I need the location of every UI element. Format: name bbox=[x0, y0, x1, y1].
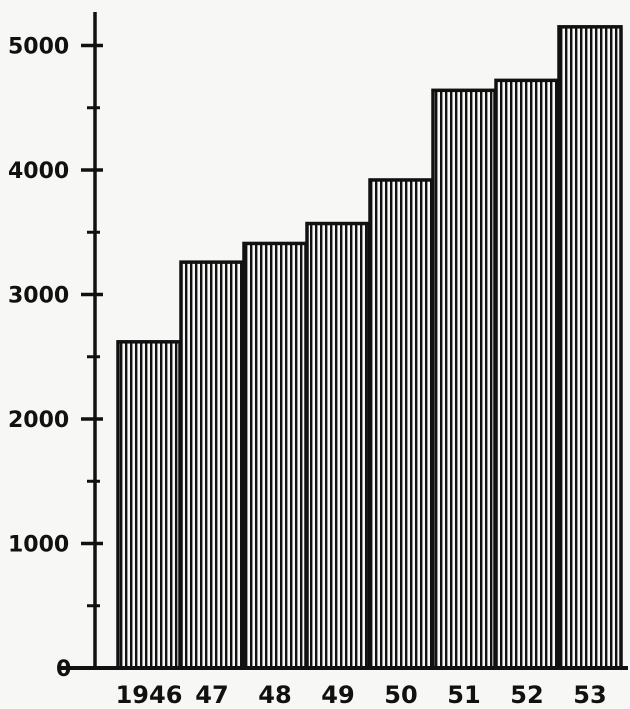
x-tick-label: 49 bbox=[321, 681, 354, 709]
bar-47 bbox=[179, 260, 245, 670]
y-tick-label: 5000 bbox=[8, 35, 69, 60]
axes-group bbox=[60, 12, 628, 670]
x-tick-label: 48 bbox=[258, 681, 291, 709]
y-tick-label: 3000 bbox=[8, 284, 69, 309]
x-tick-label: 53 bbox=[573, 681, 606, 709]
x-labels-group: 1946 47 48 49 50 51 52 53 bbox=[116, 681, 607, 709]
bar-48 bbox=[242, 241, 308, 670]
y-tick-label: 0 bbox=[56, 657, 71, 682]
x-tick-label: 50 bbox=[384, 681, 417, 709]
x-tick-label: 52 bbox=[510, 681, 543, 709]
bar-49 bbox=[305, 221, 371, 670]
bar-50 bbox=[368, 178, 434, 670]
y-ticks-group: 0 1000 2000 3000 4000 5000 bbox=[8, 35, 103, 682]
bars-group bbox=[116, 25, 623, 670]
y-tick-label: 2000 bbox=[8, 408, 69, 433]
y-tick-label: 1000 bbox=[8, 533, 69, 558]
bar-52 bbox=[494, 78, 560, 670]
bar-1946 bbox=[116, 340, 182, 670]
y-tick-label: 4000 bbox=[8, 159, 69, 184]
bar-51 bbox=[431, 88, 497, 670]
x-tick-label: 1946 bbox=[116, 681, 183, 709]
bar-53 bbox=[557, 25, 623, 670]
x-tick-label: 47 bbox=[195, 681, 228, 709]
x-tick-label: 51 bbox=[447, 681, 480, 709]
